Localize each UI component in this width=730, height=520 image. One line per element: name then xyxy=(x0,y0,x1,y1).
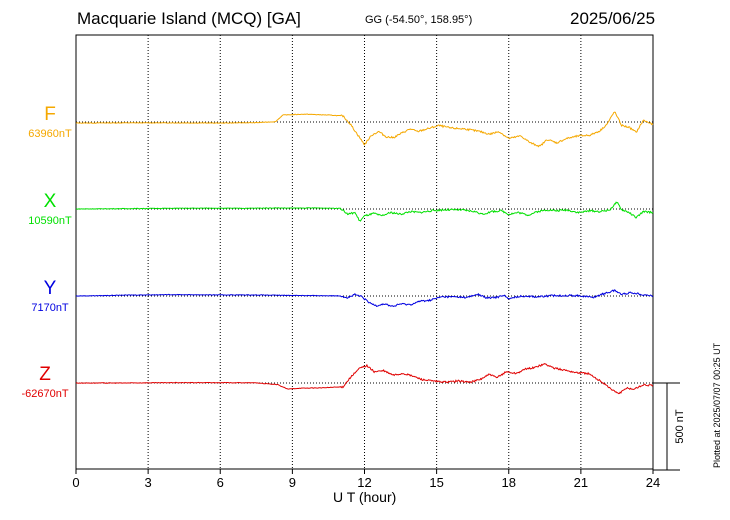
series-line-z xyxy=(75,363,654,395)
component-z-label-group: Z -62670nT xyxy=(8,364,82,400)
component-f-baseline: 63960nT xyxy=(28,128,72,140)
component-y-name: Y xyxy=(43,278,57,299)
x-tick-label-12: 12 xyxy=(357,475,371,490)
x-tick-label-3: 3 xyxy=(145,475,152,490)
component-y-baseline: 7170nT xyxy=(31,302,69,314)
component-y-label-group: Y 7170nT xyxy=(13,278,87,314)
series-lines xyxy=(75,111,654,395)
chart-date: 2025/06/25 xyxy=(570,9,656,28)
series-line-y xyxy=(75,289,654,308)
component-f-label-group: F 63960nT xyxy=(13,104,87,140)
x-tick-label-15: 15 xyxy=(429,475,443,490)
series-line-f xyxy=(75,111,654,148)
series-line-x xyxy=(76,201,654,222)
x-tick-label-21: 21 xyxy=(574,475,588,490)
component-z-baseline: -62670nT xyxy=(21,388,69,400)
x-axis-ticks: 0 3 6 9 12 15 18 21 24 xyxy=(72,469,660,490)
x-tick-label-0: 0 xyxy=(72,475,79,490)
x-tick-label-18: 18 xyxy=(502,475,516,490)
component-x-baseline: 10590nT xyxy=(28,215,72,227)
grid-lines xyxy=(147,35,582,469)
x-tick-label-9: 9 xyxy=(289,475,296,490)
station-coordinates: GG (-54.50°, 158.95°) xyxy=(365,14,473,26)
x-axis-label: U T (hour) xyxy=(333,489,397,505)
x-tick-label-6: 6 xyxy=(217,475,224,490)
component-z-name: Z xyxy=(39,364,51,385)
scale-bar-label: 500 nT xyxy=(674,409,686,444)
component-x-name: X xyxy=(43,191,57,212)
scale-bar: 500 nT xyxy=(653,382,686,471)
component-x-label-group: X 10590nT xyxy=(13,191,87,227)
chart-title: Macquarie Island (MCQ) [GA] xyxy=(77,9,301,28)
plotted-at-note: Plotted at 2025/07/07 00:25 UT xyxy=(712,342,722,468)
x-tick-label-24: 24 xyxy=(646,475,660,490)
component-f-name: F xyxy=(44,104,56,125)
